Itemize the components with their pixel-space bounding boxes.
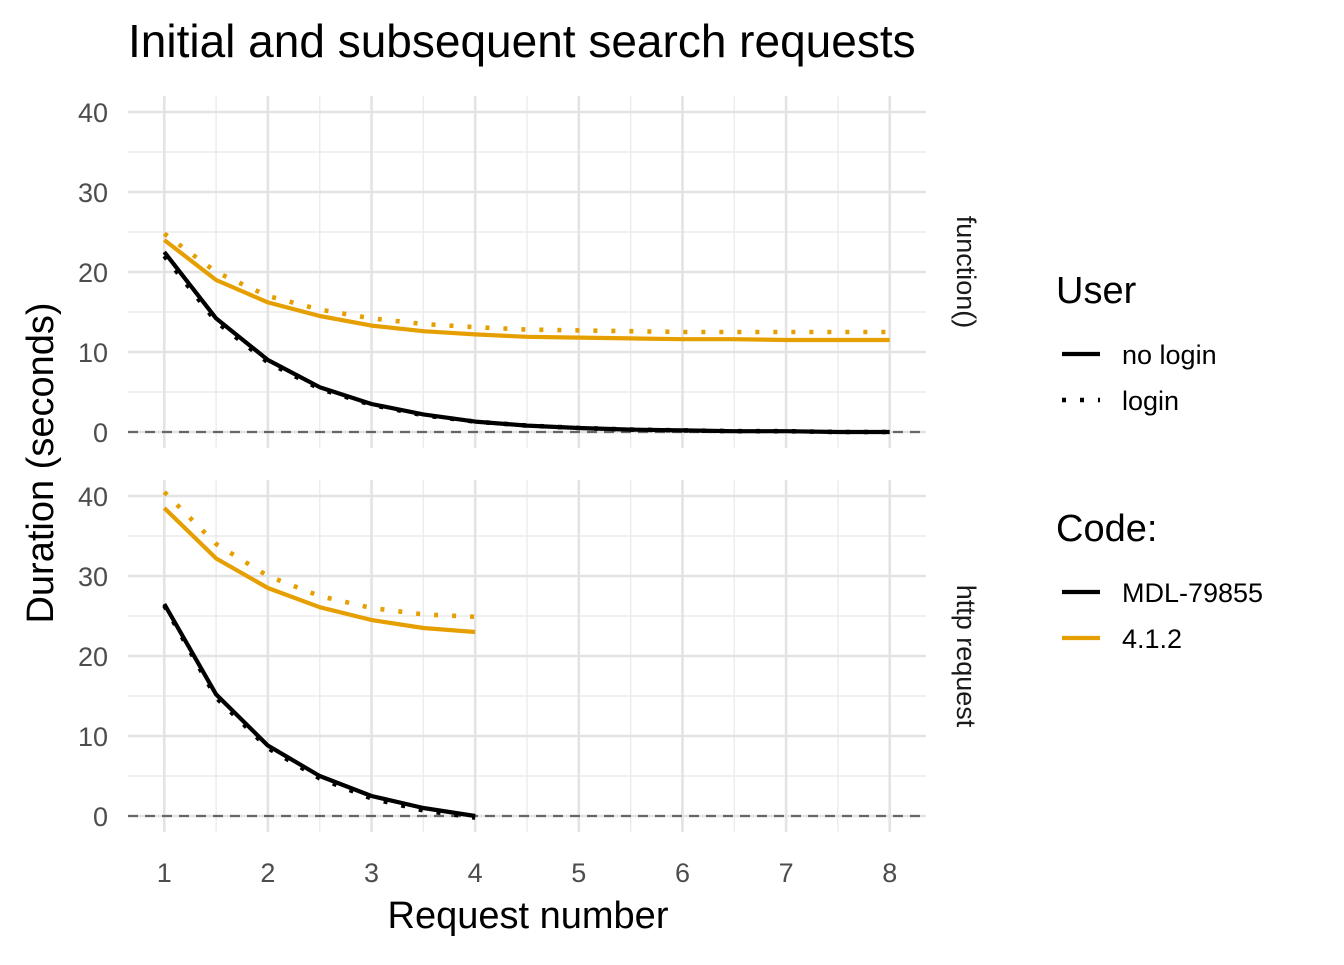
series-line-4-1-2-no-login [162, 506, 476, 635]
x-axis-title: Request number [388, 895, 669, 937]
legend-user: User no login login [1056, 270, 1217, 416]
series-line-mdl-79855-no-login [162, 250, 890, 435]
legend-label: login [1122, 386, 1179, 416]
x-tick-label: 6 [675, 858, 690, 888]
y-tick-label: 40 [78, 482, 108, 512]
x-tick-label: 5 [571, 858, 586, 888]
x-tick-label: 7 [779, 858, 794, 888]
legend-title: Code: [1056, 508, 1157, 550]
x-tick-label: 8 [882, 858, 897, 888]
x-tick-label: 4 [468, 858, 483, 888]
facet-strip-label: http request [951, 585, 981, 728]
y-tick-label: 20 [78, 642, 108, 672]
y-axis-title: Duration (seconds) [20, 302, 62, 623]
x-tick-label: 2 [260, 858, 275, 888]
x-tick-label: 3 [364, 858, 379, 888]
y-tick-label: 20 [78, 258, 108, 288]
panel-0: 0 10 20 30 40 function() [78, 96, 981, 448]
y-tick-label: 30 [78, 562, 108, 592]
legend-title: User [1056, 270, 1137, 312]
y-tick-label: 0 [93, 802, 108, 832]
legend-code: Code: MDL-79855 4.1.2 [1056, 508, 1263, 654]
y-tick-label: 30 [78, 178, 108, 208]
facet-strip-label: function() [951, 216, 981, 329]
series-line-mdl-79855-login [162, 604, 476, 820]
legend-label: MDL-79855 [1122, 578, 1263, 608]
y-tick-label: 40 [78, 98, 108, 128]
y-tick-label: 10 [78, 338, 108, 368]
panels-layer: 0 10 20 30 40 function() 0 10 20 30 40 http request… [78, 96, 981, 888]
panel-1: 0 10 20 30 40 http request [78, 480, 981, 832]
chart-title: Initial and subsequent search requests [128, 15, 916, 67]
series-line-4-1-2-login [162, 490, 476, 620]
series-line-4-1-2-no-login [163, 238, 890, 343]
legend-label: no login [1122, 340, 1217, 370]
legend: User no login login Code: MDL-79855 4.1.2 [1056, 270, 1263, 654]
x-tick-label: 1 [157, 858, 172, 888]
legend-label: 4.1.2 [1122, 624, 1182, 654]
y-tick-label: 0 [93, 418, 108, 448]
y-tick-label: 10 [78, 722, 108, 752]
